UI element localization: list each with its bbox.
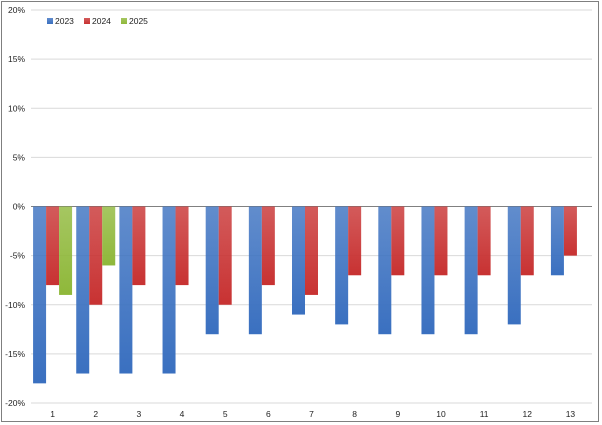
- x-tick-label: 13: [566, 409, 576, 419]
- x-tick-label: 6: [266, 409, 271, 419]
- legend-label-2023: 2023: [55, 16, 74, 26]
- y-tick-label: 10%: [8, 103, 25, 113]
- bar-2024-1: [46, 206, 60, 286]
- bar-2024-2: [89, 206, 103, 305]
- x-tick-label: 11: [480, 409, 489, 419]
- axis-layer: -20%-15%-10%-5%0%5%10%15%20%1 2 3 4 5 6 7 8 9 10 1…: [5, 5, 575, 419]
- bar-2023-1: [33, 206, 47, 384]
- bar-2024-5: [218, 206, 232, 305]
- bar-2023-9: [378, 206, 392, 335]
- x-tick-label: 1: [50, 409, 55, 419]
- bar-2024-4: [175, 206, 189, 286]
- bar-2023-12: [507, 206, 521, 325]
- y-tick-label: -15%: [5, 349, 25, 359]
- legend-label-2025: 2025: [129, 16, 148, 26]
- bar-2024-7: [305, 206, 318, 295]
- legend-swatch-2025: [121, 18, 127, 24]
- y-tick-label: 5%: [13, 152, 26, 162]
- legend-swatch-2023: [47, 18, 53, 24]
- bar-2024-10: [434, 206, 448, 276]
- y-tick-label: -10%: [5, 300, 25, 310]
- bar-2024-13: [563, 206, 577, 256]
- y-tick-label: 20%: [8, 5, 25, 15]
- bar-2023-6: [248, 206, 262, 335]
- bar-2024-12: [520, 206, 534, 276]
- bar-2023-10: [421, 206, 435, 335]
- legend-swatch-2024: [84, 18, 90, 24]
- bar-2025-2: [102, 206, 116, 266]
- bar-layer: [33, 206, 577, 384]
- x-tick-label: 7: [309, 409, 314, 419]
- x-tick-label: 12: [523, 409, 533, 419]
- x-tick-label: 2: [93, 409, 98, 419]
- bar-2023-5: [205, 206, 219, 335]
- bar-2023-7: [292, 206, 305, 315]
- bar-2023-13: [550, 206, 564, 276]
- bar-2024-6: [261, 206, 275, 286]
- x-tick-label: 5: [223, 409, 228, 419]
- x-tick-label: 9: [395, 409, 400, 419]
- bar-2024-3: [132, 206, 146, 286]
- bar-2024-9: [391, 206, 405, 276]
- bar-2024-11: [477, 206, 491, 276]
- bar-2023-8: [335, 206, 349, 325]
- bar-2023-3: [119, 206, 133, 374]
- bar-2025-1: [59, 206, 73, 295]
- x-tick-label: 10: [436, 409, 446, 419]
- legend: 2023 2024 2025: [47, 16, 148, 26]
- bar-2023-4: [162, 206, 176, 374]
- x-tick-label: 4: [180, 409, 185, 419]
- bar-2024-8: [348, 206, 362, 276]
- legend-label-2024: 2024: [92, 16, 111, 26]
- y-tick-label: -5%: [10, 251, 26, 261]
- y-tick-label: 0%: [13, 202, 26, 212]
- bar-2023-11: [464, 206, 478, 335]
- bar-2023-2: [76, 206, 90, 374]
- y-tick-label: 15%: [8, 54, 25, 64]
- x-tick-label: 8: [352, 409, 357, 419]
- y-tick-label: -20%: [5, 398, 25, 408]
- x-tick-label: 3: [137, 409, 142, 419]
